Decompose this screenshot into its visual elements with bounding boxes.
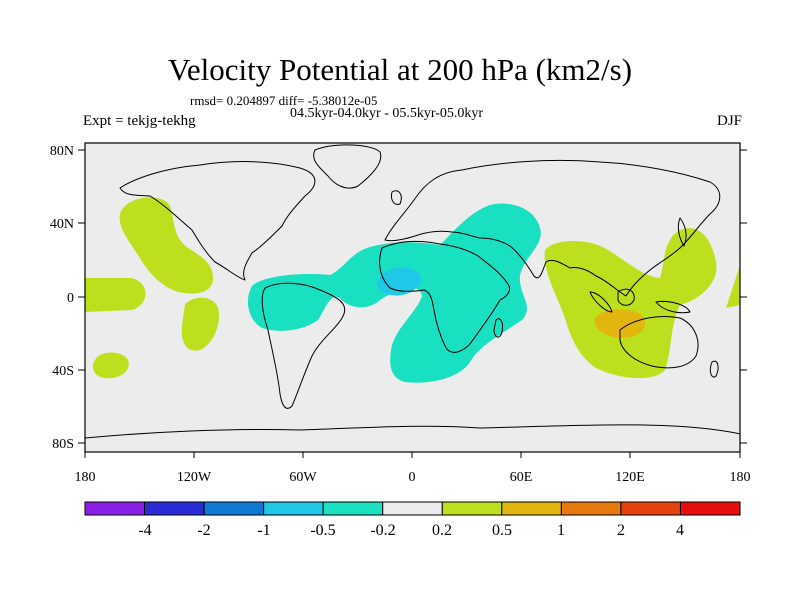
contour-positive-south-pacific: [181, 297, 220, 351]
coastline-sumatra: [589, 291, 613, 313]
coastline-british-isles: [391, 190, 402, 205]
colorbar-box: [441, 501, 503, 516]
colorbar-labels: -4 -2 -1 -0.5 -0.2 0.2 0.5 1 2 4: [138, 522, 684, 539]
colorbar-label: 0.2: [432, 522, 452, 539]
coastline-madagascar: [493, 318, 503, 338]
colorbar-label: -4: [138, 522, 151, 539]
lon-label: 180: [75, 470, 96, 485]
contour-positive-north-pacific: [119, 197, 214, 294]
coastline-south-america: [261, 282, 346, 409]
lon-label: 120E: [615, 470, 645, 485]
colorbar-label: -0.2: [370, 522, 395, 539]
colorbar-box: [144, 501, 205, 516]
experiment-label: Expt = tekjg-tekhg: [83, 113, 196, 129]
colorbar-label: -1: [257, 522, 270, 539]
colorbar-label: 4: [676, 522, 684, 539]
season-label: DJF: [716, 113, 742, 129]
lon-label: 120W: [177, 470, 212, 485]
contour-positive-indo-pacific: [544, 228, 717, 379]
colorbar-box: [203, 501, 265, 516]
lon-label: 180: [730, 470, 751, 485]
coastlines: [85, 144, 740, 452]
longitude-labels: 180 120W 60W 0 60E 120E 180: [75, 470, 751, 485]
lon-label: 0: [409, 470, 416, 485]
colorbar-label: 2: [617, 522, 625, 539]
contour-fill-layer: [85, 197, 740, 383]
colorbar-box: [382, 501, 443, 516]
rmsd-diff-stats: rmsd= 0.204897 diff= -5.38012e-05: [190, 93, 378, 108]
colorbar-label: -0.5: [310, 522, 335, 539]
contour-positive-central-pacific-west: [85, 278, 146, 312]
coastline-antarctica: [85, 424, 740, 452]
coastline-borneo: [617, 288, 635, 306]
coastline-japan: [677, 217, 687, 247]
coastline-new-guinea: [655, 301, 691, 314]
colorbar-label: 1: [557, 522, 565, 539]
coastline-africa: [379, 240, 511, 353]
coastline-greenland: [313, 144, 382, 189]
axis-ticks: [78, 149, 747, 458]
colorbar-box: [560, 501, 622, 516]
colorbar-box: [263, 501, 324, 516]
colorbar-box: [84, 501, 146, 516]
period-label: 04.5kyr-04.0kyr - 05.5kyr-05.0kyr: [290, 106, 484, 121]
lat-label: 0: [67, 291, 74, 306]
contour-positive-maritime-continent-max: [594, 309, 645, 338]
contour-positive-southwest-pacific: [92, 352, 129, 379]
plot-title: Velocity Potential at 200 hPa (km2/s): [167, 52, 633, 87]
colorbar-box: [679, 501, 741, 516]
lat-label: 40N: [50, 217, 74, 232]
coastline-new-zealand: [709, 360, 719, 378]
colorbar-box: [501, 501, 562, 516]
colorbar-label: 0.5: [492, 522, 512, 539]
lon-label: 60W: [289, 470, 317, 485]
coastline-australia: [619, 316, 699, 369]
contour-negative-west-africa-min: [377, 267, 421, 296]
colorbar-box: [322, 501, 384, 516]
coastline-north-america: [119, 161, 316, 281]
lat-label: 80S: [52, 437, 74, 452]
contour-negative-atlantic-africa: [247, 203, 541, 383]
lat-label: 40S: [52, 364, 74, 379]
coastline-eurasia: [384, 159, 721, 297]
colorbar: [84, 501, 741, 516]
lon-label: 60E: [510, 470, 533, 485]
contour-positive-dateline-east: [726, 265, 740, 308]
colorbar-label: -2: [197, 522, 210, 539]
lat-label: 80N: [50, 144, 74, 159]
latitude-labels: 80N 40N 0 40S 80S: [50, 144, 74, 452]
colorbar-box: [620, 501, 681, 516]
